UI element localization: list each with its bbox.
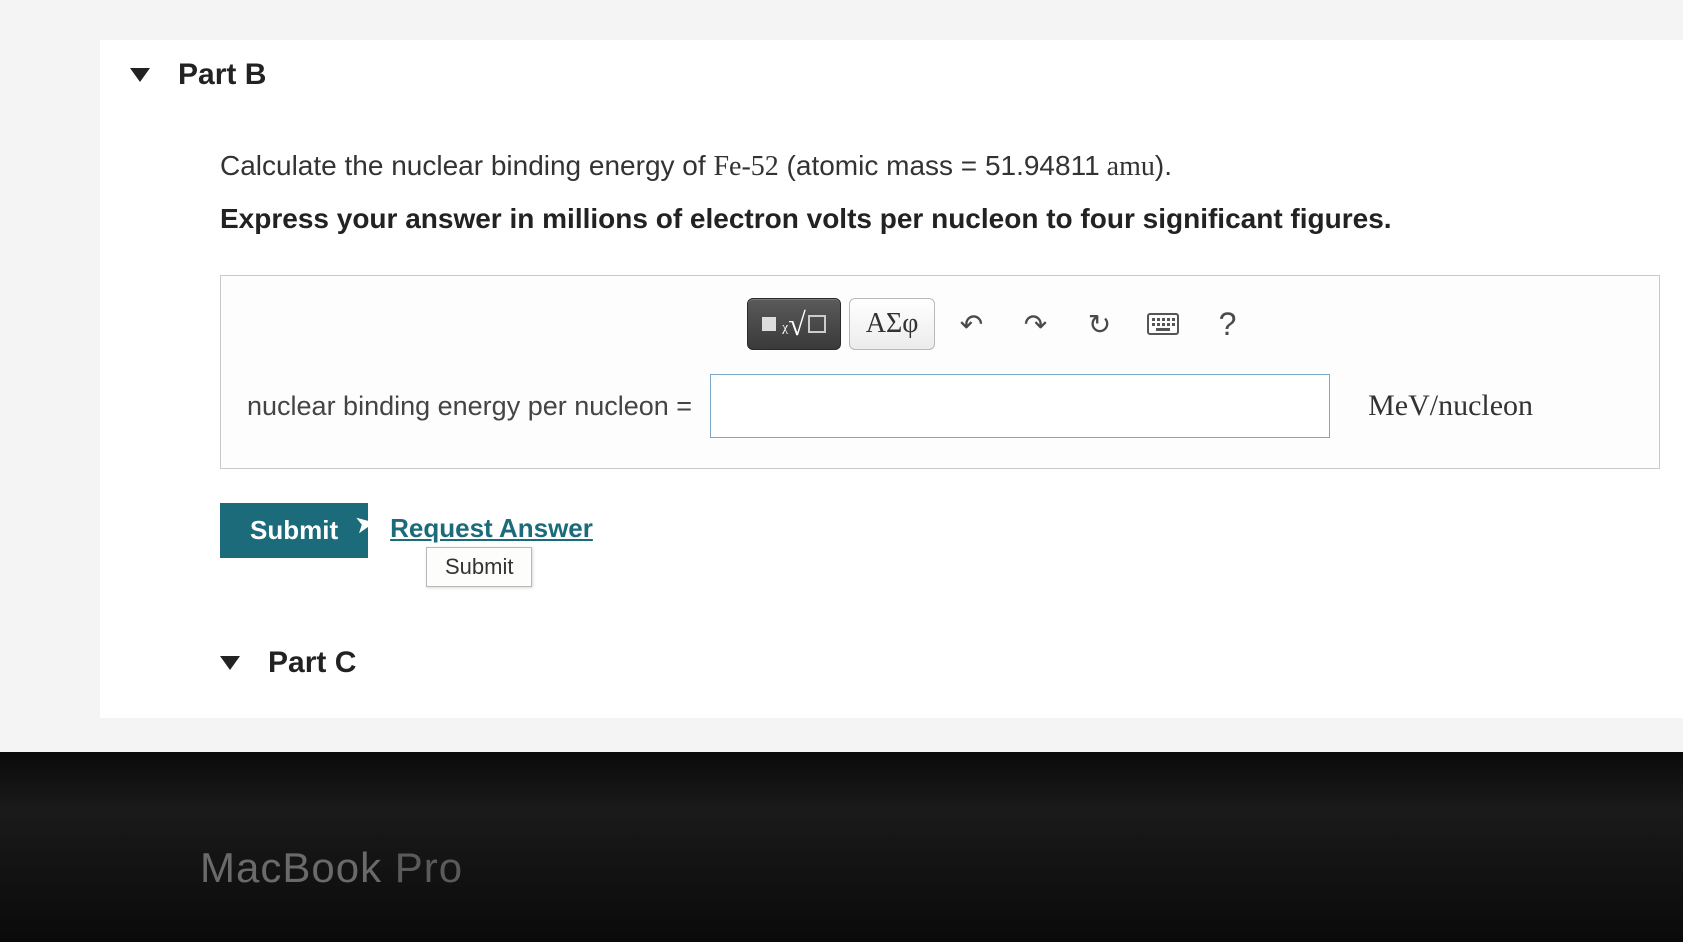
answer-instruction: Express your answer in millions of elect…	[220, 203, 1683, 235]
part-b-header[interactable]: Part B	[100, 40, 1683, 110]
help-icon: ?	[1219, 306, 1237, 343]
undo-icon: ↶	[960, 308, 983, 341]
question-prefix: Calculate the nuclear binding energy of	[220, 150, 713, 181]
help-button[interactable]: ?	[1199, 298, 1255, 350]
question-middle: (atomic mass =	[779, 150, 985, 181]
reset-icon: ↻	[1088, 308, 1111, 341]
submit-tooltip: Submit	[426, 547, 532, 587]
answer-unit: MeV/nucleon	[1368, 389, 1533, 423]
cursor-icon: ➤	[354, 510, 377, 539]
question-block: Calculate the nuclear binding energy of …	[100, 110, 1683, 718]
greek-symbols-button[interactable]: ΑΣφ	[849, 298, 936, 350]
template-square-icon	[762, 317, 776, 331]
submit-label: Submit	[250, 515, 338, 545]
redo-icon: ↷	[1024, 308, 1047, 341]
reset-button[interactable]: ↻	[1071, 298, 1127, 350]
page-content: Part B Calculate the nuclear binding ene…	[100, 40, 1683, 718]
request-answer-link[interactable]: Request Answer	[390, 513, 593, 544]
laptop-bezel: MacBook Pro	[0, 752, 1683, 942]
answer-label: nuclear binding energy per nucleon =	[247, 391, 692, 422]
atomic-mass: 51.94811	[985, 150, 1100, 181]
keyboard-icon	[1147, 313, 1179, 335]
isotope: Fe-52	[713, 151, 778, 182]
answer-input[interactable]	[710, 374, 1330, 438]
undo-button[interactable]: ↶	[943, 298, 999, 350]
collapse-caret-icon[interactable]	[130, 68, 150, 82]
keyboard-button[interactable]	[1135, 298, 1191, 350]
answer-input-row: nuclear binding energy per nucleon = MeV…	[247, 374, 1633, 438]
part-c-title: Part C	[268, 646, 356, 680]
device-label: MacBook Pro	[200, 844, 463, 892]
part-b-title: Part B	[178, 58, 266, 92]
device-brand: MacBook	[200, 844, 395, 891]
redo-button[interactable]: ↷	[1007, 298, 1063, 350]
answer-box: ᵪ√ ΑΣφ ↶ ↷ ↻ ? nucl	[220, 275, 1660, 469]
collapse-caret-icon[interactable]	[220, 656, 240, 670]
mass-unit: amu	[1100, 151, 1155, 182]
action-row: Submit ➤ Request Answer Submit	[220, 503, 1683, 558]
device-model: Pro	[395, 844, 463, 891]
templates-button[interactable]: ᵪ√	[747, 298, 841, 350]
part-c-header[interactable]: Part C	[220, 628, 1683, 698]
question-text: Calculate the nuclear binding energy of …	[220, 150, 1683, 183]
question-suffix: ).	[1155, 150, 1172, 181]
submit-button[interactable]: Submit ➤	[220, 503, 368, 558]
equation-toolbar: ᵪ√ ΑΣφ ↶ ↷ ↻ ?	[747, 298, 1633, 350]
